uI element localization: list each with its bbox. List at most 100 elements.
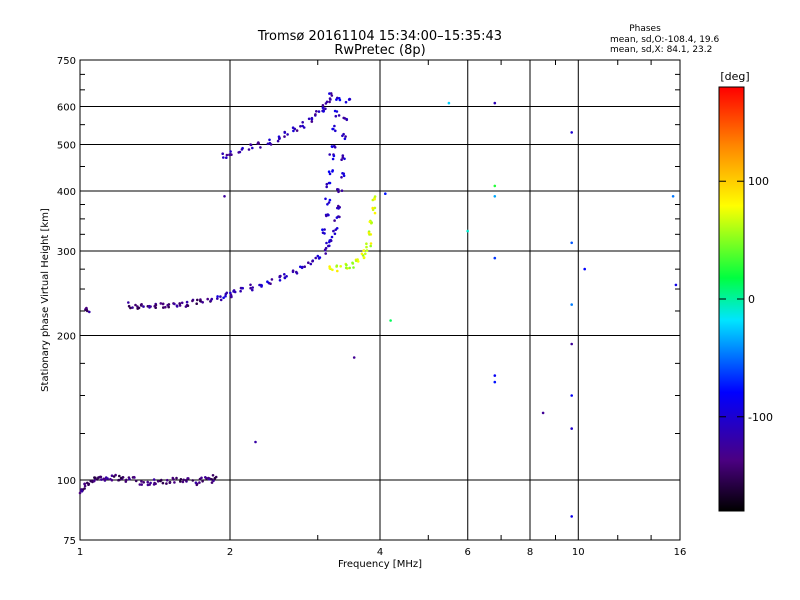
- data-point: [373, 198, 376, 201]
- data-point: [333, 232, 337, 236]
- data-point: [249, 143, 253, 147]
- data-point: [110, 474, 114, 478]
- data-point: [127, 301, 130, 304]
- data-point: [249, 283, 252, 287]
- data-point: [333, 144, 336, 148]
- data-point: [570, 515, 573, 518]
- data-point: [324, 107, 327, 111]
- data-point: [230, 153, 233, 156]
- y-tick-label: 500: [57, 141, 76, 152]
- data-point: [570, 131, 573, 134]
- data-point: [336, 188, 339, 191]
- data-point: [88, 310, 91, 314]
- data-point: [300, 266, 304, 270]
- data-point: [303, 265, 307, 269]
- data-point: [493, 195, 497, 198]
- data-point: [291, 269, 295, 273]
- data-point: [134, 303, 137, 307]
- y-tick-label: 100: [57, 476, 76, 487]
- data-point: [219, 295, 222, 298]
- data-point: [149, 481, 152, 485]
- data-point: [362, 249, 366, 252]
- data-point: [211, 474, 215, 477]
- data-point: [315, 110, 318, 113]
- data-point: [140, 303, 143, 306]
- data-point: [321, 228, 324, 231]
- data-point: [249, 286, 252, 290]
- data-point: [194, 481, 198, 485]
- data-point: [224, 292, 228, 296]
- data-point: [337, 114, 341, 117]
- data-point: [307, 117, 311, 121]
- data-points: [78, 92, 678, 518]
- data-point: [345, 263, 348, 267]
- data-point: [216, 295, 219, 298]
- data-point: [389, 319, 392, 322]
- data-point: [119, 476, 123, 480]
- data-point: [159, 479, 162, 483]
- data-point: [237, 151, 240, 154]
- data-point: [351, 261, 354, 265]
- x-axis-label: Frequency [MHz]: [338, 559, 422, 570]
- data-point: [132, 475, 136, 479]
- data-point: [258, 283, 261, 287]
- data-point: [327, 201, 331, 204]
- stats-heading: Phases: [629, 24, 661, 34]
- data-point: [247, 148, 251, 151]
- data-point: [164, 305, 167, 309]
- data-point: [331, 268, 334, 272]
- data-point: [493, 184, 497, 188]
- data-point: [93, 476, 96, 479]
- data-point: [293, 127, 297, 131]
- data-point: [342, 132, 345, 136]
- data-point: [354, 259, 358, 263]
- data-point: [221, 152, 224, 155]
- data-point: [344, 135, 347, 138]
- y-axis: 75 100 200 300 400 500 600 750: [57, 56, 680, 547]
- data-point: [259, 146, 262, 149]
- data-point: [179, 478, 183, 481]
- x-tick-label: 2: [227, 547, 233, 558]
- data-point: [337, 207, 340, 210]
- data-point: [316, 254, 320, 258]
- data-point: [278, 279, 282, 282]
- data-point: [201, 301, 204, 304]
- data-point: [225, 153, 229, 157]
- data-point: [326, 203, 329, 206]
- data-point: [152, 483, 156, 486]
- data-point: [466, 229, 470, 233]
- data-point: [269, 143, 273, 146]
- data-point: [340, 158, 343, 161]
- data-point: [365, 242, 368, 245]
- y-axis-label: Stationary phase Virtual Height [km]: [40, 208, 51, 392]
- data-point: [334, 114, 338, 118]
- data-point: [493, 380, 497, 384]
- data-point: [161, 302, 165, 306]
- data-point: [213, 476, 217, 480]
- data-point: [187, 477, 190, 480]
- data-point: [209, 299, 213, 302]
- data-point: [371, 206, 375, 210]
- data-point: [162, 306, 165, 309]
- plot-frame: [79, 59, 681, 541]
- data-point: [323, 228, 326, 231]
- data-point: [318, 256, 322, 259]
- data-point: [321, 231, 325, 234]
- colorbar-tick-label: -100: [748, 411, 773, 424]
- data-point: [341, 154, 345, 157]
- data-point: [83, 484, 87, 488]
- data-point: [127, 304, 131, 308]
- data-point: [295, 270, 298, 274]
- data-point: [340, 189, 344, 192]
- data-point: [365, 249, 369, 252]
- data-point: [96, 478, 99, 481]
- data-point: [321, 104, 325, 107]
- data-point: [199, 299, 202, 303]
- data-point: [216, 297, 219, 300]
- data-point: [182, 478, 185, 482]
- data-point: [384, 192, 387, 195]
- data-point: [251, 288, 254, 292]
- data-point: [328, 265, 331, 268]
- data-point: [336, 269, 339, 273]
- data-point: [364, 252, 367, 256]
